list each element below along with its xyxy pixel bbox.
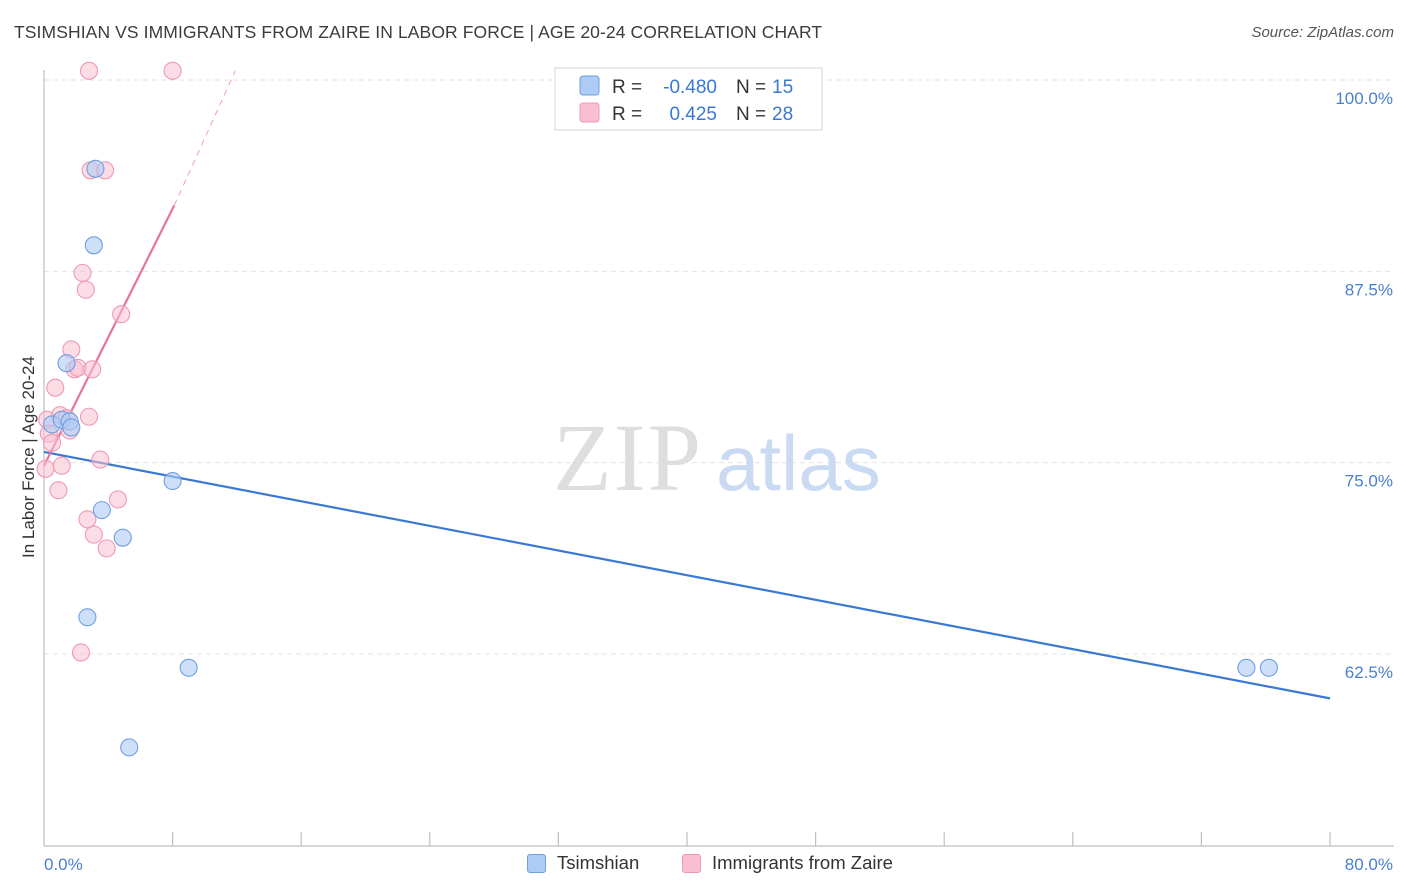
tick-labels: 100.0% 87.5% 75.0% 62.5% 0.0% 80.0%	[44, 89, 1393, 874]
point-zaire	[73, 263, 92, 282]
point-zaire	[46, 378, 65, 397]
watermark-zip: ZIP	[553, 404, 703, 511]
point-tsimshian	[92, 501, 111, 520]
point-tsimshian	[1237, 658, 1256, 677]
y-tick-label: 75.0%	[1345, 472, 1393, 491]
point-zaire	[78, 510, 97, 529]
point-tsimshian	[78, 608, 97, 627]
legend-r-value-2: 0.425	[669, 104, 717, 125]
data-points	[36, 61, 1278, 757]
point-zaire	[84, 525, 103, 544]
point-tsimshian	[163, 471, 182, 491]
point-zaire	[83, 360, 102, 379]
grid-lines	[44, 79, 1394, 655]
x-tick-label: 80.0%	[1345, 855, 1393, 874]
legend-n-label-1: N =	[736, 77, 766, 98]
legend-label-tsimshian: Tsimshian	[557, 852, 640, 873]
trend-lines	[43, 70, 1331, 700]
legend-label-zaire: Immigrants from Zaire	[712, 852, 893, 873]
point-zaire	[79, 407, 99, 426]
point-tsimshian	[1259, 658, 1278, 677]
y-tick-label: 100.0%	[1335, 89, 1393, 108]
legend-n-label-2: N =	[736, 104, 766, 125]
point-zaire	[49, 481, 68, 500]
legend-swatch-zaire	[579, 102, 600, 123]
watermark-atlas: atlas	[716, 419, 881, 507]
legend-swatch-tsimshian-bottom	[527, 853, 546, 873]
legend-r-value-1: -0.480	[663, 77, 717, 98]
point-zaire	[112, 305, 131, 324]
point-tsimshian	[86, 159, 105, 178]
point-zaire	[91, 450, 110, 469]
legend-item-tsimshian: Tsimshian	[527, 852, 639, 874]
x-tick-label: 0.0%	[44, 855, 83, 874]
point-tsimshian	[84, 236, 103, 255]
point-zaire	[42, 433, 62, 452]
legend-r-label-2: R =	[612, 104, 642, 125]
point-zaire	[108, 490, 127, 509]
legend-frame	[554, 67, 823, 131]
y-axis-title: In Labor Force | Age 20-24	[19, 356, 38, 558]
point-zaire	[79, 61, 99, 80]
source-label: Source: ZipAtlas.com	[1251, 24, 1394, 41]
legend-swatch-zaire-bottom	[682, 853, 701, 873]
y-tick-label: 87.5%	[1345, 280, 1393, 299]
point-tsimshian	[179, 658, 198, 677]
y-tick-label: 62.5%	[1345, 663, 1393, 682]
trend-extension-zaire	[173, 70, 236, 206]
point-zaire	[36, 459, 55, 478]
legend-n-value-1: 15	[772, 77, 793, 98]
trend-line-tsimshian	[43, 450, 1331, 700]
legend-swatch-tsimshian	[579, 75, 600, 96]
point-tsimshian	[120, 738, 139, 757]
point-tsimshian	[57, 354, 76, 373]
point-zaire	[163, 61, 182, 80]
legend-item-zaire: Immigrants from Zaire	[682, 852, 893, 874]
chart-title: TSIMSHIAN VS IMMIGRANTS FROM ZAIRE IN LA…	[14, 22, 823, 42]
point-zaire	[76, 280, 95, 299]
axes	[43, 70, 1394, 847]
legend-n-value-2: 28	[772, 104, 793, 125]
legend-r-label-1: R =	[612, 77, 642, 98]
point-tsimshian	[62, 418, 81, 437]
legend-box: R = -0.480 N = 15 R = 0.425 N = 28	[554, 67, 823, 131]
point-zaire	[97, 539, 116, 558]
point-tsimshian	[113, 528, 132, 547]
watermark: ZIP atlas	[553, 404, 881, 511]
point-zaire	[52, 456, 71, 475]
point-zaire	[71, 643, 91, 662]
